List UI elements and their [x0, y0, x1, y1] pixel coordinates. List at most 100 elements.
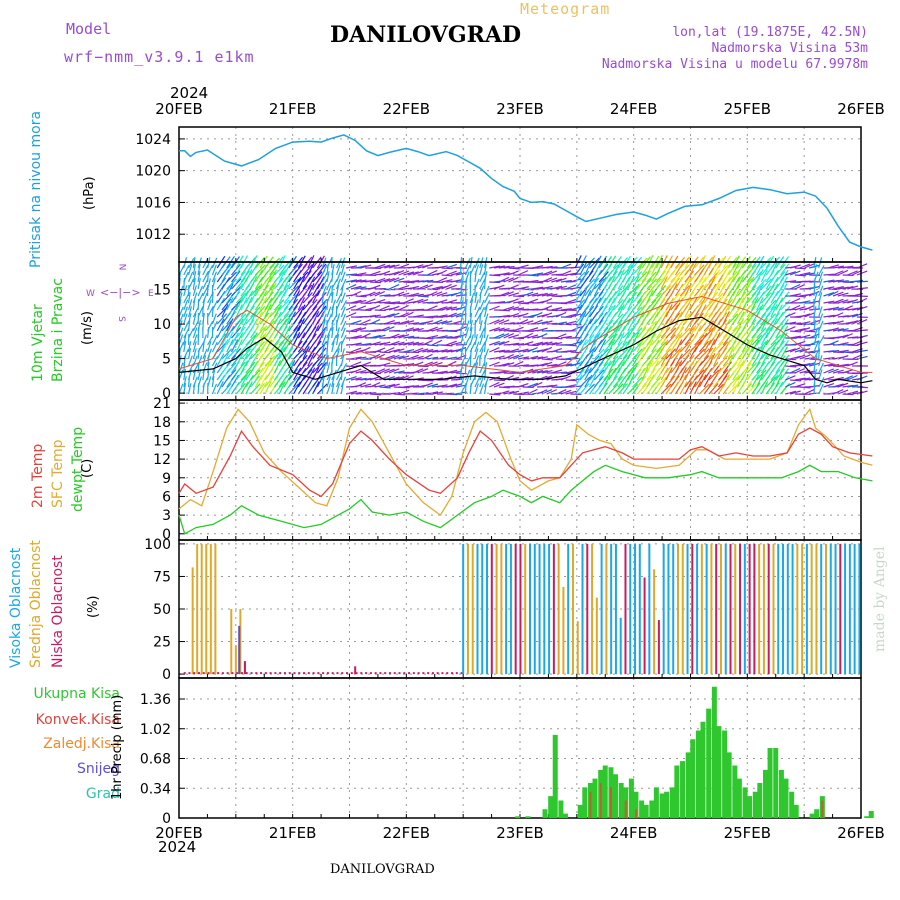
wind-barb [469, 327, 473, 339]
wind-barb [760, 339, 769, 353]
wind-barb [565, 291, 577, 297]
wind-barb [617, 360, 626, 374]
wind-barb [321, 257, 327, 269]
wind-barb [398, 355, 410, 360]
wind-barb [856, 386, 868, 389]
wind-barb [388, 340, 400, 346]
wind-barb [489, 305, 500, 311]
wind-barb [350, 285, 362, 290]
wind-barb [211, 305, 214, 318]
wind-barb [698, 297, 706, 311]
wind-barb [512, 360, 524, 367]
wind-barb [183, 334, 187, 346]
wind-barb [694, 369, 705, 381]
wind-barb [856, 305, 868, 311]
wind-barb [823, 300, 835, 304]
wind-barb [574, 263, 585, 276]
wind-barb [804, 304, 815, 311]
wind-barb [727, 313, 739, 325]
wind-barb [321, 299, 327, 311]
wind-barb [655, 270, 666, 283]
wind-barb [551, 278, 563, 283]
wind-barb [632, 264, 643, 276]
wind-barb [660, 311, 669, 325]
precip-bar [525, 816, 531, 818]
wind-barb [598, 263, 609, 276]
wind-barb [192, 278, 196, 290]
wind-barb [379, 301, 391, 304]
wind-barb [479, 271, 486, 283]
wind-barb [828, 290, 839, 297]
wind-barb [655, 298, 666, 311]
wind-barb [350, 320, 362, 325]
wind-barb [384, 313, 395, 318]
wind-barb [579, 368, 590, 381]
wind-barb [230, 374, 240, 388]
wind-barb [756, 346, 764, 360]
wind-barb [818, 271, 824, 283]
wind-barb [187, 383, 192, 395]
wind-barb [636, 383, 648, 395]
wind-barb [274, 347, 285, 360]
wind-barb [288, 264, 299, 276]
wind-barb [589, 257, 600, 269]
wind-barb [484, 300, 491, 311]
wind-barb [274, 341, 285, 353]
wind-barb [312, 325, 320, 339]
wind-barb [718, 362, 729, 374]
wind-barb [818, 278, 823, 290]
wind-barb [780, 340, 789, 353]
wind-barb [765, 299, 777, 311]
wind-barb [847, 270, 858, 276]
wind-barb [541, 369, 553, 374]
wind-barb [278, 299, 290, 311]
wind-barb [717, 319, 728, 332]
wind-barb [603, 334, 615, 346]
wind-barb [297, 367, 307, 381]
wind-barb [732, 290, 740, 304]
wind-barb [422, 348, 434, 353]
wind-barb [775, 333, 785, 346]
wind-barb [245, 334, 257, 346]
wind-barb [283, 325, 291, 339]
wind-barb [612, 285, 624, 297]
wind-barb [713, 332, 721, 346]
wind-barb [593, 278, 605, 290]
wind-barb [369, 314, 381, 318]
wind-barb [751, 297, 759, 311]
wind-barb [532, 381, 543, 388]
wind-barb [207, 355, 210, 367]
wind-barb [264, 297, 273, 311]
wind-barb [479, 299, 485, 311]
wind-barb [269, 263, 279, 276]
wind-barb [713, 367, 722, 381]
precip-bar-convective [634, 809, 637, 818]
wind-barb [202, 264, 209, 276]
precip-bar [864, 816, 870, 818]
wind-barb [369, 304, 381, 311]
wind-barb [355, 305, 367, 311]
wind-barb [221, 298, 232, 311]
wind-barb [321, 334, 327, 346]
wind-barb [207, 326, 210, 339]
wind-barb [450, 348, 462, 353]
wind-barb [674, 283, 684, 297]
wind-barb [226, 362, 237, 374]
wind-barb [264, 339, 273, 353]
wind-barb [489, 327, 500, 332]
wind-barb [608, 319, 619, 332]
wind-barb [646, 271, 657, 283]
precip-bar [664, 791, 670, 818]
wind-barb [379, 278, 391, 283]
wind-barb [393, 291, 405, 297]
wind-barb [584, 257, 595, 269]
wind-barb [464, 291, 467, 304]
wind-barb [489, 340, 500, 346]
wind-barb [622, 347, 632, 360]
wind-barb [408, 280, 420, 283]
wind-barb [760, 263, 771, 276]
y-tick-label: 1016 [135, 195, 171, 211]
wind-barb [460, 334, 464, 346]
precip-bar [747, 796, 753, 818]
wind-barb [818, 265, 825, 276]
